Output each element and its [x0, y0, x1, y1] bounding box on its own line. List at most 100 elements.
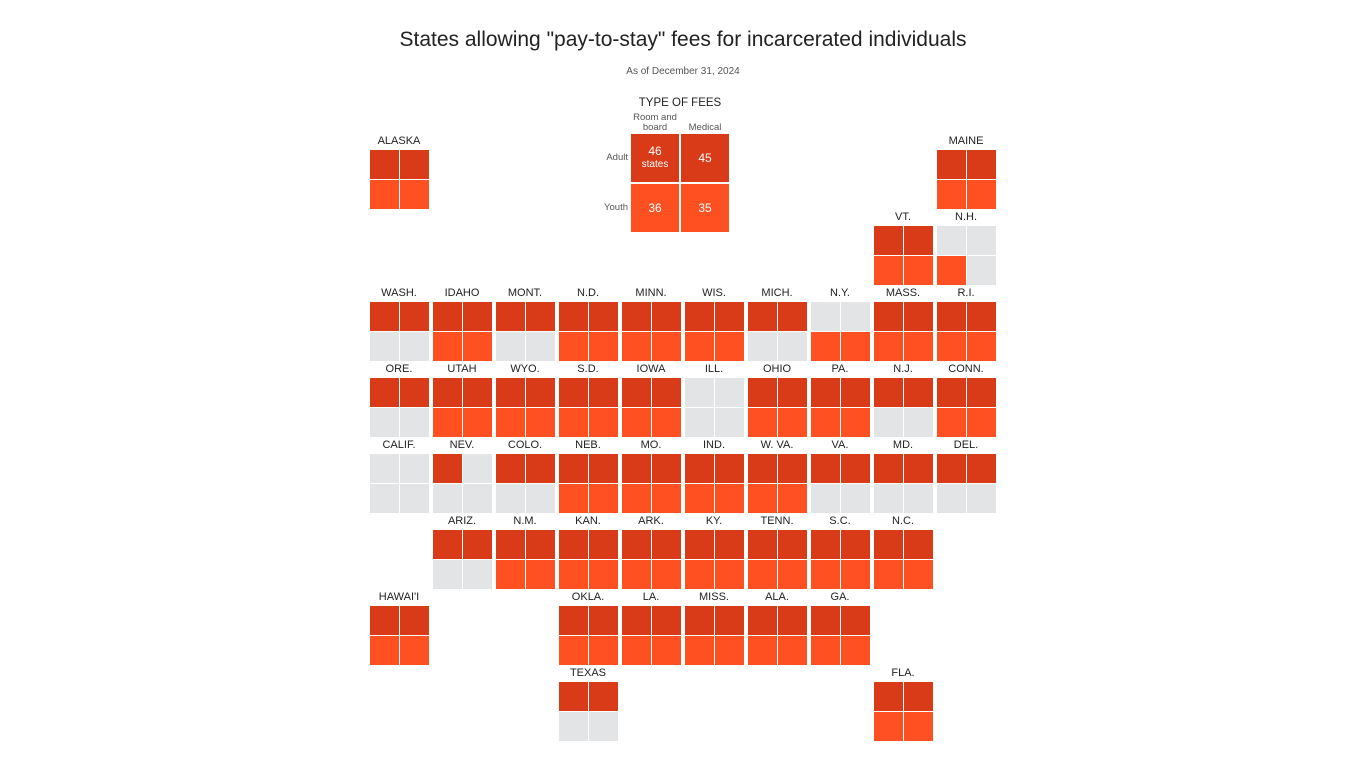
fee-cell-adult-medical	[715, 378, 744, 407]
state-label: TEXAS	[569, 667, 607, 679]
fee-cell-adult-room	[370, 150, 399, 179]
fee-cell-youth-medical	[400, 332, 429, 361]
state-fee-grid	[622, 606, 681, 665]
fee-cell-adult-room	[874, 530, 903, 559]
state-tile: MICH.	[748, 287, 807, 361]
state-tile: MASS.	[874, 287, 933, 361]
state-label: N.J.	[893, 363, 913, 375]
state-label: OHIO	[762, 363, 792, 375]
fee-cell-youth-room	[370, 484, 399, 513]
fee-cell-adult-medical	[715, 302, 744, 331]
state-label: OKLA.	[571, 591, 605, 603]
state-tile: VT.	[874, 211, 933, 285]
fee-cell-youth-room	[433, 332, 462, 361]
fee-cell-youth-room	[874, 560, 903, 589]
fee-cell-adult-medical	[400, 150, 429, 179]
state-fee-grid	[433, 530, 492, 589]
fee-cell-youth-medical	[778, 484, 807, 513]
fee-cell-adult-room	[370, 454, 399, 483]
state-label: N.M.	[513, 515, 537, 527]
fee-cell-adult-medical	[841, 606, 870, 635]
fee-cell-youth-medical	[526, 484, 555, 513]
fee-cell-adult-room	[496, 454, 525, 483]
fee-cell-adult-room	[370, 378, 399, 407]
state-fee-grid	[748, 454, 807, 513]
fee-cell-adult-room	[685, 530, 714, 559]
state-tile: WYO.	[496, 363, 555, 437]
fee-cell-youth-room	[874, 712, 903, 741]
fee-cell-youth-medical	[841, 484, 870, 513]
fee-cell-adult-room	[748, 302, 777, 331]
fee-cell-youth-room	[811, 408, 840, 437]
fee-cell-adult-medical	[400, 454, 429, 483]
state-fee-grid	[811, 606, 870, 665]
legend-count: 45	[698, 151, 712, 165]
state-fee-grid	[685, 454, 744, 513]
state-label: PA.	[831, 363, 849, 375]
state-tile: ARK.	[622, 515, 681, 589]
state-tile: FLA.	[874, 667, 933, 741]
fee-cell-adult-medical	[904, 454, 933, 483]
state-tile: OHIO	[748, 363, 807, 437]
fee-cell-adult-room	[559, 606, 588, 635]
legend-cell-adult-medical: 45	[681, 134, 729, 182]
fee-cell-adult-medical	[715, 530, 744, 559]
fee-cell-youth-room	[433, 408, 462, 437]
fee-cell-adult-medical	[778, 606, 807, 635]
fee-cell-youth-medical	[526, 332, 555, 361]
state-fee-grid	[559, 682, 618, 741]
fee-cell-youth-medical	[589, 332, 618, 361]
fee-cell-adult-medical	[778, 530, 807, 559]
state-label: IOWA	[636, 363, 666, 375]
fee-cell-youth-room	[748, 332, 777, 361]
fee-cell-youth-room	[622, 408, 651, 437]
state-label: ARK.	[638, 515, 664, 527]
fee-cell-youth-medical	[715, 560, 744, 589]
legend-cell-youth-room: 36	[631, 184, 679, 232]
fee-cell-youth-room	[622, 332, 651, 361]
state-tile: TENN.	[748, 515, 807, 589]
fee-cell-youth-room	[496, 408, 525, 437]
state-fee-grid	[622, 530, 681, 589]
state-tile: ARIZ.	[433, 515, 492, 589]
state-label: WYO.	[510, 363, 540, 375]
fee-cell-youth-room	[685, 636, 714, 665]
legend-row-youth: Youth	[604, 202, 628, 213]
fee-cell-youth-medical	[841, 560, 870, 589]
fee-cell-adult-medical	[967, 226, 996, 255]
state-fee-grid	[748, 378, 807, 437]
fee-cell-adult-medical	[652, 606, 681, 635]
fee-cell-adult-medical	[589, 682, 618, 711]
state-fee-grid	[496, 454, 555, 513]
fee-cell-adult-room	[748, 454, 777, 483]
fee-cell-youth-room	[685, 484, 714, 513]
fee-cell-youth-medical	[715, 332, 744, 361]
state-fee-grid	[748, 530, 807, 589]
fee-cell-adult-medical	[715, 606, 744, 635]
state-tile: W. VA.	[748, 439, 807, 513]
fee-cell-adult-medical	[400, 302, 429, 331]
state-fee-grid	[496, 530, 555, 589]
state-tile: IOWA	[622, 363, 681, 437]
state-tile: KAN.	[559, 515, 618, 589]
fee-cell-adult-room	[559, 682, 588, 711]
fee-cell-adult-medical	[589, 530, 618, 559]
state-fee-grid	[370, 606, 429, 665]
fee-cell-adult-medical	[904, 530, 933, 559]
fee-cell-adult-medical	[967, 302, 996, 331]
state-label: MINN.	[635, 287, 667, 299]
state-label: IDAHO	[444, 287, 480, 299]
fee-cell-youth-room	[622, 484, 651, 513]
state-fee-grid	[685, 606, 744, 665]
fee-cell-adult-room	[622, 530, 651, 559]
fee-cell-adult-medical	[778, 378, 807, 407]
fee-cell-adult-medical	[463, 454, 492, 483]
state-label: COLO.	[507, 439, 543, 451]
fee-cell-youth-medical	[904, 484, 933, 513]
fee-cell-adult-room	[496, 530, 525, 559]
state-tile: ILL.	[685, 363, 744, 437]
fee-cell-adult-room	[748, 378, 777, 407]
fee-cell-youth-medical	[652, 408, 681, 437]
state-label: MASS.	[885, 287, 921, 299]
fee-cell-adult-room	[874, 378, 903, 407]
